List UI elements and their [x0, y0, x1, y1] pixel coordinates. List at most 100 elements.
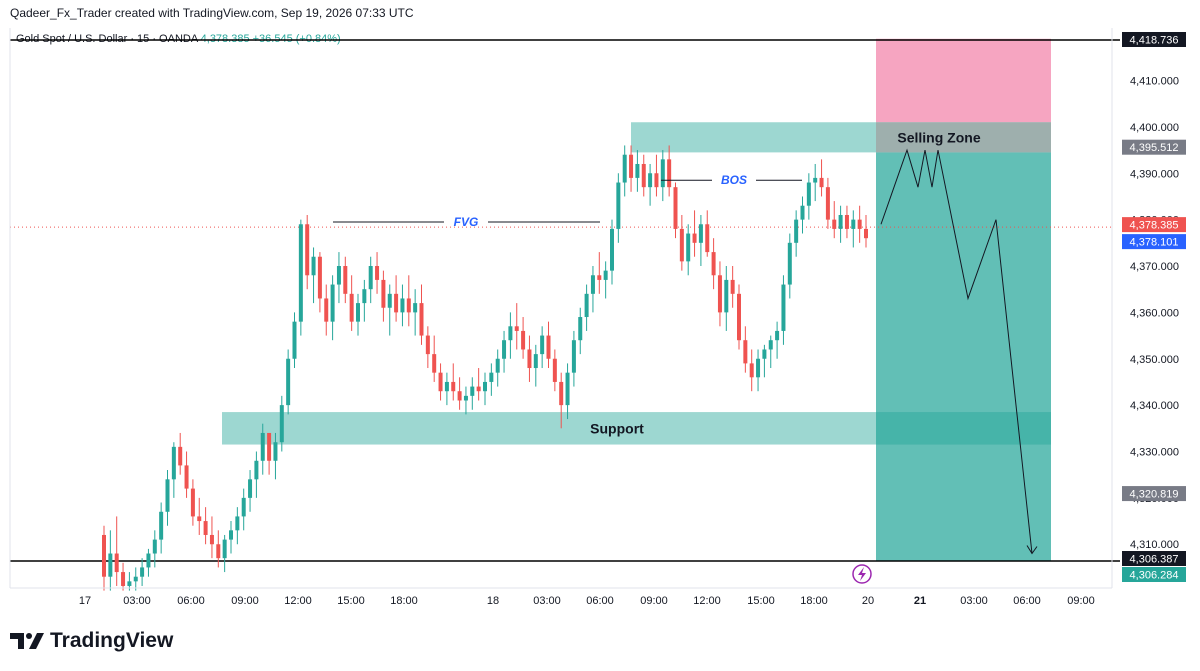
candle[interactable] — [381, 270, 386, 322]
candle[interactable] — [762, 344, 767, 378]
candle[interactable] — [368, 256, 373, 304]
candle[interactable] — [235, 507, 240, 545]
candle[interactable] — [375, 252, 380, 294]
candle[interactable] — [806, 173, 811, 220]
candle[interactable] — [286, 349, 291, 415]
candle[interactable] — [178, 432, 183, 475]
candle[interactable] — [781, 275, 786, 345]
candle[interactable] — [565, 363, 570, 420]
candle[interactable] — [146, 548, 151, 577]
candle[interactable] — [406, 275, 411, 327]
candle[interactable] — [629, 145, 634, 192]
candle[interactable] — [851, 210, 856, 248]
projection-path[interactable] — [880, 148, 1033, 554]
candle[interactable] — [483, 372, 487, 406]
candle[interactable] — [190, 479, 195, 526]
candle[interactable] — [705, 210, 710, 257]
candle[interactable] — [743, 326, 748, 373]
candle[interactable] — [838, 205, 843, 243]
candle[interactable] — [184, 451, 189, 498]
candle[interactable] — [819, 159, 824, 197]
candle[interactable] — [844, 205, 849, 239]
candle[interactable] — [641, 154, 646, 197]
selling-zone-overlay[interactable] — [876, 122, 1051, 153]
candle[interactable] — [463, 386, 468, 415]
candle[interactable] — [438, 363, 443, 401]
candle[interactable] — [571, 330, 576, 387]
candle[interactable] — [533, 344, 538, 387]
candle[interactable] — [673, 182, 678, 239]
candle[interactable] — [546, 321, 551, 369]
candle[interactable] — [336, 252, 341, 304]
candle[interactable] — [248, 470, 253, 512]
candle[interactable] — [692, 210, 697, 257]
candle[interactable] — [324, 284, 329, 336]
candle[interactable] — [559, 372, 564, 429]
stop-zone[interactable] — [876, 38, 1051, 123]
candle[interactable] — [387, 284, 392, 336]
candle[interactable] — [502, 330, 507, 373]
target-zone[interactable] — [876, 152, 1051, 561]
candle[interactable] — [800, 196, 805, 234]
candle[interactable] — [311, 247, 316, 304]
candle[interactable] — [298, 219, 303, 336]
support-zone[interactable] — [222, 412, 1051, 445]
candle[interactable] — [825, 177, 830, 229]
candle[interactable] — [476, 368, 481, 401]
lightning-icon[interactable] — [852, 564, 872, 584]
candle[interactable] — [660, 150, 665, 202]
candle[interactable] — [603, 261, 608, 299]
candle[interactable] — [756, 349, 761, 392]
candle[interactable] — [419, 284, 424, 345]
candle[interactable] — [165, 470, 170, 526]
candle[interactable] — [279, 395, 284, 452]
candle[interactable] — [597, 252, 602, 294]
candle[interactable] — [679, 214, 684, 271]
candle[interactable] — [495, 349, 500, 387]
candle[interactable] — [292, 312, 297, 369]
candle[interactable] — [648, 163, 653, 206]
candle[interactable] — [152, 530, 157, 568]
candle[interactable] — [216, 530, 221, 568]
candle[interactable] — [787, 233, 792, 299]
candle[interactable] — [514, 303, 519, 350]
candle[interactable] — [540, 326, 545, 369]
candle[interactable] — [552, 349, 557, 392]
candle[interactable] — [394, 275, 399, 322]
candle[interactable] — [635, 150, 640, 192]
candle[interactable] — [171, 442, 176, 498]
candle[interactable] — [749, 349, 754, 392]
candle[interactable] — [578, 307, 583, 355]
candle[interactable] — [140, 558, 145, 586]
candle[interactable] — [121, 562, 126, 591]
candle[interactable] — [444, 372, 449, 406]
tradingview-logo[interactable]: TradingView — [10, 629, 173, 653]
candle[interactable] — [102, 525, 106, 591]
candle[interactable] — [425, 326, 430, 369]
candle[interactable] — [413, 289, 418, 336]
candle[interactable] — [711, 238, 716, 290]
candle[interactable] — [356, 293, 360, 336]
candle[interactable] — [108, 530, 113, 591]
candle[interactable] — [273, 432, 278, 480]
candle[interactable] — [254, 451, 259, 498]
candle[interactable] — [832, 201, 837, 239]
candle[interactable] — [686, 224, 691, 276]
candle[interactable] — [330, 275, 335, 341]
candle[interactable] — [241, 488, 246, 531]
candle[interactable] — [197, 497, 202, 535]
candle[interactable] — [654, 154, 659, 197]
candle[interactable] — [584, 284, 589, 331]
candle[interactable] — [305, 214, 310, 290]
candle[interactable] — [260, 423, 265, 475]
candle[interactable] — [267, 432, 272, 475]
candle[interactable] — [400, 284, 405, 327]
candle[interactable] — [203, 507, 208, 545]
candle[interactable] — [457, 377, 462, 410]
candle[interactable] — [159, 502, 164, 554]
candle[interactable] — [724, 266, 729, 331]
candle[interactable] — [343, 256, 348, 304]
candle[interactable] — [317, 252, 322, 313]
candle[interactable] — [489, 363, 494, 396]
candle[interactable] — [362, 279, 367, 322]
